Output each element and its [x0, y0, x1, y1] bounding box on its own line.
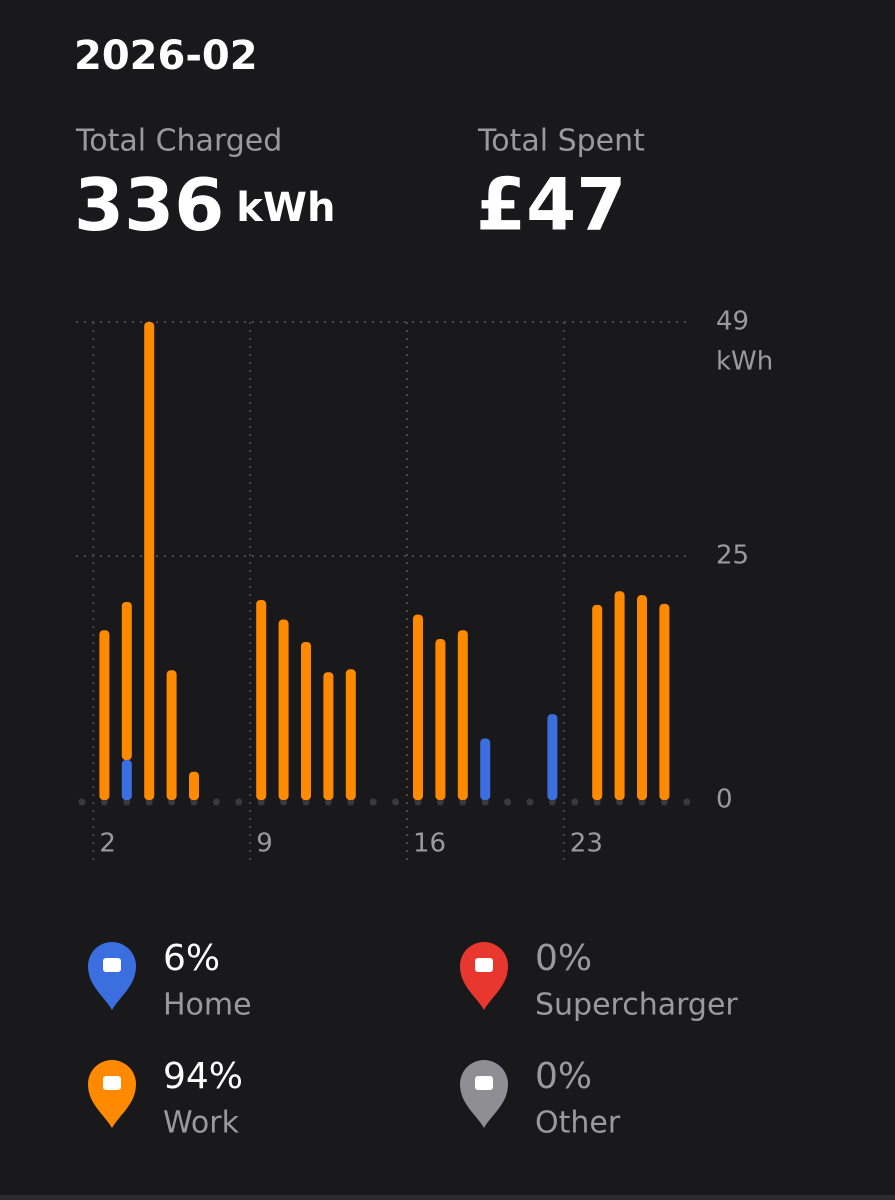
- bar-segment: [547, 714, 558, 800]
- baseline-dot: [481, 798, 489, 806]
- bar-segment: [144, 322, 155, 800]
- legend-label: Supercharger: [535, 988, 738, 1023]
- baseline-dot: [369, 798, 377, 806]
- legend-label: Other: [535, 1106, 621, 1141]
- legend-item: 94% Work: [88, 1056, 243, 1141]
- legend-pin-glyph: [475, 1076, 493, 1090]
- bar-segment: [278, 619, 289, 800]
- x-tick-label: 9: [256, 829, 273, 859]
- legend-share: 0%: [535, 1056, 592, 1097]
- y-tick-label: 49: [716, 307, 749, 337]
- bar-segment: [323, 672, 334, 800]
- baseline-dot: [280, 798, 288, 806]
- bottom-edge: [0, 1195, 895, 1200]
- bar-segment: [457, 630, 468, 800]
- bar-segment: [592, 604, 603, 800]
- baseline-dot: [302, 798, 310, 806]
- legend-item: 6% Home: [88, 938, 252, 1023]
- baseline-dot: [235, 798, 243, 806]
- baseline-dot: [145, 798, 153, 806]
- baseline-dot: [638, 798, 646, 806]
- bar-segment: [189, 771, 199, 800]
- legend-pin: [88, 1060, 136, 1128]
- legend-pin-glyph: [475, 958, 493, 972]
- y-unit: kWh: [716, 347, 773, 377]
- baseline-dot: [257, 798, 265, 806]
- baseline-dot: [392, 798, 400, 806]
- baseline-dot: [347, 798, 355, 806]
- baseline-dot: [100, 798, 108, 806]
- legend-share: 94%: [163, 1056, 243, 1097]
- baseline-dot: [78, 798, 86, 806]
- bar-segment: [345, 669, 356, 800]
- bar-segment: [256, 600, 267, 800]
- stat-value-number: 336: [74, 163, 224, 247]
- legend-item: 0% Supercharger: [460, 938, 738, 1023]
- baseline-dot: [571, 798, 579, 806]
- legend-pin-glyph: [103, 958, 121, 972]
- baseline-dot: [526, 798, 534, 806]
- baseline-dot: [504, 798, 512, 806]
- legend-label: Home: [163, 988, 252, 1023]
- period: 2026-02: [74, 33, 258, 79]
- bar-segment: [637, 595, 647, 800]
- baseline-dot: [436, 798, 444, 806]
- baseline-dot: [548, 798, 556, 806]
- legend-pin: [460, 942, 508, 1010]
- legend-share: 6%: [163, 938, 220, 979]
- bar-segment: [413, 614, 423, 800]
- x-tick-label: 2: [99, 829, 116, 859]
- legend-share: 0%: [535, 938, 592, 979]
- bar-segment: [99, 630, 110, 800]
- baseline-dot: [593, 798, 601, 806]
- baseline-dot: [212, 798, 220, 806]
- baseline-dot: [459, 798, 467, 806]
- legend-pin-glyph: [103, 1076, 121, 1090]
- legend-label: Work: [163, 1106, 240, 1141]
- y-tick-label: 25: [716, 541, 749, 571]
- stat-label: Total Spent: [477, 124, 645, 159]
- legend-pin: [88, 942, 136, 1010]
- baseline-dot: [414, 798, 422, 806]
- baseline-dot: [616, 798, 624, 806]
- bar-segment: [301, 641, 311, 800]
- bar-segment: [121, 601, 132, 761]
- stat-label: Total Charged: [75, 124, 282, 159]
- bar-segment: [435, 639, 446, 800]
- legend-pin: [460, 1060, 508, 1128]
- stat-value: 336 kWh: [74, 163, 336, 247]
- stat-value: £47: [476, 163, 626, 247]
- baseline-dot: [660, 798, 668, 806]
- baseline-dot: [683, 798, 691, 806]
- x-tick-label: 16: [413, 829, 446, 859]
- stat-unit: kWh: [236, 185, 335, 231]
- baseline-dot: [168, 798, 176, 806]
- bar-segment: [166, 670, 177, 800]
- baseline-dot: [324, 798, 332, 806]
- baseline-dot: [123, 798, 131, 806]
- x-tick-label: 23: [570, 829, 603, 859]
- bar-segment: [614, 591, 625, 800]
- y-tick-label: 0: [716, 785, 733, 815]
- legend-item: 0% Other: [460, 1056, 621, 1141]
- bar-segment: [480, 738, 491, 800]
- bar-segment: [121, 760, 132, 800]
- bar-segment: [659, 603, 670, 800]
- baseline-dot: [190, 798, 198, 806]
